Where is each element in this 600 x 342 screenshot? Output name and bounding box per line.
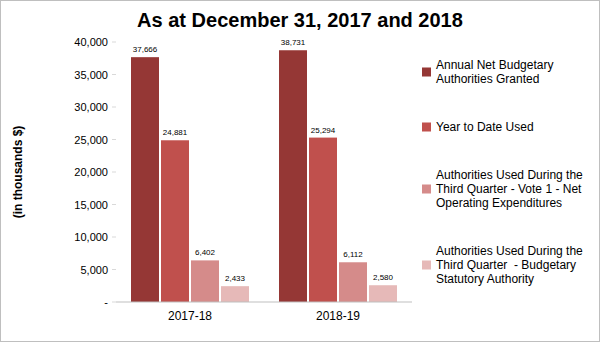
x-axis	[116, 302, 412, 303]
data-label: 6,112	[343, 250, 363, 259]
data-label: 25,294	[311, 126, 336, 135]
y-tick	[112, 107, 116, 108]
legend-label: Year to Date Used	[436, 120, 534, 134]
bar	[339, 262, 367, 302]
data-label: 24,881	[163, 128, 188, 137]
y-tick-label: 35,000	[74, 69, 108, 81]
legend-line: Authorities Used During the	[436, 168, 583, 182]
bar	[131, 57, 159, 302]
y-tick-label: 10,000	[74, 231, 108, 243]
y-tick	[112, 42, 116, 43]
y-tick-label: 15,000	[74, 199, 108, 211]
legend-entry: Annual Net BudgetaryAuthorities Granted	[422, 58, 553, 86]
data-label: 2,580	[373, 273, 394, 282]
legend: Annual Net BudgetaryAuthorities Granted Y…	[422, 58, 583, 286]
bar	[161, 140, 189, 302]
y-tick	[112, 74, 116, 75]
legend-line: Authorities Used During the	[436, 244, 583, 258]
bar	[191, 260, 219, 302]
bar	[279, 50, 307, 302]
bars	[131, 50, 397, 302]
legend-line: Year to Date Used	[436, 120, 534, 134]
legend-line: Third Quarter - Budgetary	[436, 258, 576, 272]
legend-line: Annual Net Budgetary	[436, 58, 553, 72]
legend-line: Operating Expenditures	[436, 196, 562, 210]
y-tick-label: 40,000	[74, 36, 108, 48]
y-tick	[112, 204, 116, 205]
legend-label: Authorities Used During theThird Quarter…	[436, 244, 583, 286]
chart-border	[1, 1, 600, 342]
data-label: 6,402	[195, 248, 216, 257]
y-tick-label: 20,000	[74, 166, 108, 178]
data-labels: 37,666 24,881 6,402 2,433 38,731 25,294 6,112 2…	[133, 38, 394, 283]
legend-swatch	[422, 261, 431, 270]
legend-line: Third Quarter - Vote 1 - Net	[436, 182, 582, 196]
y-tick-label: -	[104, 296, 108, 308]
bar	[369, 285, 397, 302]
y-tick	[112, 172, 116, 173]
legend-swatch	[422, 68, 431, 77]
y-tick	[112, 302, 116, 303]
y-axis-label: (in thousands $)	[11, 126, 25, 219]
y-tick	[112, 237, 116, 238]
legend-label: Authorities Used During theThird Quarter…	[436, 168, 583, 210]
data-label: 2,433	[225, 274, 246, 283]
legend-line: Authorities Granted	[436, 72, 539, 86]
legend-entry: Authorities Used During theThird Quarter…	[422, 244, 583, 286]
legend-entry: Authorities Used During theThird Quarter…	[422, 168, 583, 210]
data-label: 37,666	[133, 45, 158, 54]
legend-swatch	[422, 123, 431, 132]
x-tick-label: 2017-18	[168, 309, 212, 323]
y-tick-label: 30,000	[74, 101, 108, 113]
legend-entry: Year to Date Used	[422, 120, 534, 134]
y-tick-label: 5,000	[80, 264, 108, 276]
x-tick-label: 2018-19	[316, 309, 360, 323]
bar	[221, 286, 249, 302]
legend-label: Annual Net BudgetaryAuthorities Granted	[436, 58, 553, 86]
data-label: 38,731	[281, 38, 306, 47]
title: As at December 31, 2017 and 2018	[137, 9, 463, 31]
bar	[309, 138, 337, 302]
chart: As at December 31, 2017 and 2018 (in thou…	[0, 0, 600, 342]
legend-swatch	[422, 185, 431, 194]
legend-line: Statutory Authority	[436, 272, 534, 286]
y-tick	[112, 269, 116, 270]
y-tick	[112, 139, 116, 140]
y-tick-label: 25,000	[74, 134, 108, 146]
